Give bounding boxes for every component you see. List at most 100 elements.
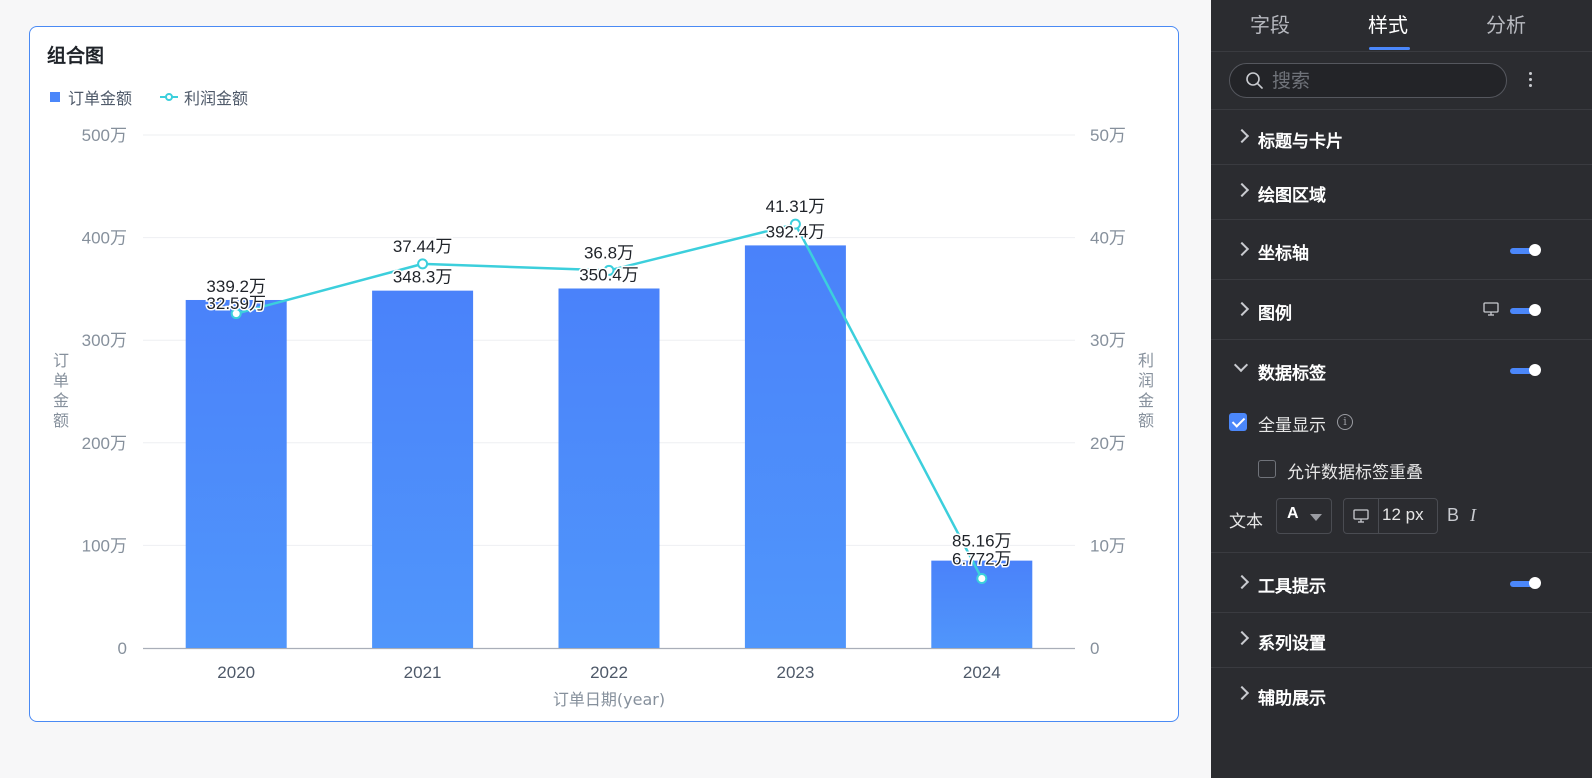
section-label: 标题与卡片 bbox=[1258, 132, 1343, 152]
line-swatch-icon bbox=[160, 92, 179, 102]
bar bbox=[558, 288, 660, 648]
chevron-right-icon bbox=[1234, 301, 1250, 317]
line-point bbox=[603, 264, 615, 276]
x-tick-label: 2023 bbox=[776, 663, 814, 682]
left-tick-label: 200万 bbox=[82, 434, 127, 453]
chevron-right-icon bbox=[1234, 182, 1250, 198]
font-color-select[interactable]: A bbox=[1276, 498, 1332, 534]
legend-item-order-amount[interactable]: 订单金额 bbox=[50, 85, 132, 109]
font-size-value[interactable]: 12 px bbox=[1382, 505, 1424, 524]
legend-toggle[interactable] bbox=[1510, 304, 1541, 316]
x-tick-label: 2020 bbox=[217, 663, 255, 682]
font-size-input[interactable]: 12 px bbox=[1343, 498, 1438, 534]
style-panel: 字段 样式 分析 标题与卡片 绘图区域 坐标轴 图例 数 bbox=[1211, 0, 1592, 778]
section-label[interactable]: 数据标签 bbox=[1258, 364, 1326, 384]
monitor-icon bbox=[1353, 509, 1369, 523]
more-menu-icon[interactable] bbox=[1522, 70, 1538, 92]
right-tick-label: 30万 bbox=[1090, 331, 1126, 350]
chevron-right-icon bbox=[1234, 241, 1250, 257]
section-label: 系列设置 bbox=[1258, 634, 1326, 654]
chevron-right-icon bbox=[1234, 630, 1250, 646]
section-data-labels: 数据标签 bbox=[1211, 339, 1592, 552]
show-all-label: 全量显示 bbox=[1258, 416, 1326, 436]
section-series[interactable]: 系列设置 bbox=[1211, 612, 1592, 667]
right-tick-label: 20万 bbox=[1090, 434, 1126, 453]
left-tick-label: 0 bbox=[118, 639, 127, 658]
chevron-down-icon[interactable] bbox=[1233, 357, 1249, 373]
section-tooltip[interactable]: 工具提示 bbox=[1211, 552, 1592, 612]
font-color-icon: A bbox=[1287, 505, 1299, 522]
panel-tabs: 字段 样式 分析 bbox=[1211, 0, 1592, 52]
right-tick-label: 40万 bbox=[1090, 229, 1126, 248]
section-legend[interactable]: 图例 bbox=[1211, 279, 1592, 339]
axis-toggle[interactable] bbox=[1510, 244, 1541, 256]
bar-data-label: 350.4万 bbox=[579, 265, 639, 284]
chart-legend: 订单金额 利润金额 bbox=[50, 85, 276, 109]
monitor-icon[interactable] bbox=[1483, 302, 1499, 316]
section-plot-area[interactable]: 绘图区域 bbox=[1211, 164, 1592, 219]
bold-button[interactable]: B bbox=[1447, 505, 1460, 525]
left-tick-label: 300万 bbox=[82, 331, 127, 350]
combo-chart: 0 0 100万 10万 200万 20万 300万 30万 400万 40万 500万 50万 202… bbox=[53, 126, 1154, 709]
line-point bbox=[417, 258, 429, 270]
line-point bbox=[230, 308, 242, 320]
bar bbox=[744, 245, 846, 649]
section-axis[interactable]: 坐标轴 bbox=[1211, 219, 1592, 279]
section-label: 绘图区域 bbox=[1258, 186, 1326, 206]
left-tick-label: 500万 bbox=[82, 126, 127, 145]
section-label: 工具提示 bbox=[1258, 577, 1326, 597]
search-input[interactable] bbox=[1272, 67, 1492, 95]
bar-swatch-icon bbox=[50, 92, 60, 102]
chevron-right-icon bbox=[1234, 128, 1250, 144]
legend-label: 订单金额 bbox=[68, 89, 133, 108]
right-axis-title: 利润金额 bbox=[1138, 351, 1154, 430]
section-label: 辅助展示 bbox=[1258, 689, 1326, 709]
right-tick-label: 50万 bbox=[1090, 126, 1126, 145]
tooltip-toggle[interactable] bbox=[1510, 577, 1541, 589]
divider bbox=[1378, 499, 1379, 533]
search-icon bbox=[1246, 72, 1263, 89]
line-data-label: 41.31万 bbox=[766, 197, 826, 216]
chevron-right-icon bbox=[1234, 574, 1250, 590]
allow-overlap-label: 允许数据标签重叠 bbox=[1287, 463, 1423, 483]
section-label: 坐标轴 bbox=[1258, 244, 1309, 264]
search-box[interactable] bbox=[1229, 63, 1507, 98]
section-label: 图例 bbox=[1258, 304, 1292, 324]
section-title-card[interactable]: 标题与卡片 bbox=[1211, 109, 1592, 164]
chevron-right-icon bbox=[1234, 685, 1250, 701]
legend-label: 利润金额 bbox=[184, 89, 249, 108]
bar-data-label: 339.2万 bbox=[206, 277, 266, 296]
tab-style[interactable]: 样式 bbox=[1368, 13, 1408, 37]
bar bbox=[372, 290, 474, 648]
x-tick-label: 2022 bbox=[590, 663, 628, 682]
italic-button[interactable]: I bbox=[1470, 505, 1476, 525]
info-icon[interactable]: i bbox=[1337, 414, 1353, 430]
right-tick-label: 10万 bbox=[1090, 536, 1126, 555]
line-point bbox=[789, 218, 801, 230]
chart-title: 组合图 bbox=[47, 45, 105, 67]
tab-fields[interactable]: 字段 bbox=[1250, 13, 1290, 37]
tab-analysis[interactable]: 分析 bbox=[1486, 13, 1526, 37]
legend-item-profit-amount[interactable]: 利润金额 bbox=[160, 85, 248, 109]
left-tick-label: 100万 bbox=[82, 536, 127, 555]
line-data-label: 36.8万 bbox=[584, 243, 634, 262]
bar-data-label: 348.3万 bbox=[393, 268, 453, 287]
line-data-label: 32.59万 bbox=[206, 294, 266, 313]
active-tab-indicator bbox=[1369, 47, 1410, 50]
allow-overlap-checkbox[interactable] bbox=[1258, 460, 1276, 478]
line-data-label: 37.44万 bbox=[393, 237, 453, 256]
left-tick-label: 400万 bbox=[82, 229, 127, 248]
caret-down-icon bbox=[1310, 514, 1322, 521]
line-data-label: 6.772万 bbox=[952, 550, 1012, 569]
bar-data-label: 85.16万 bbox=[952, 532, 1012, 551]
x-tick-label: 2021 bbox=[404, 663, 442, 682]
line-point bbox=[976, 573, 988, 585]
section-auxiliary[interactable]: 辅助展示 bbox=[1211, 667, 1592, 722]
data-labels-toggle[interactable] bbox=[1510, 364, 1541, 376]
show-all-checkbox[interactable] bbox=[1229, 413, 1247, 431]
right-tick-label: 0 bbox=[1090, 639, 1099, 658]
bar-data-label: 392.4万 bbox=[766, 222, 826, 241]
bar bbox=[185, 299, 287, 648]
text-style-label: 文本 bbox=[1229, 512, 1263, 532]
x-axis-title: 订单日期(year) bbox=[553, 690, 665, 709]
